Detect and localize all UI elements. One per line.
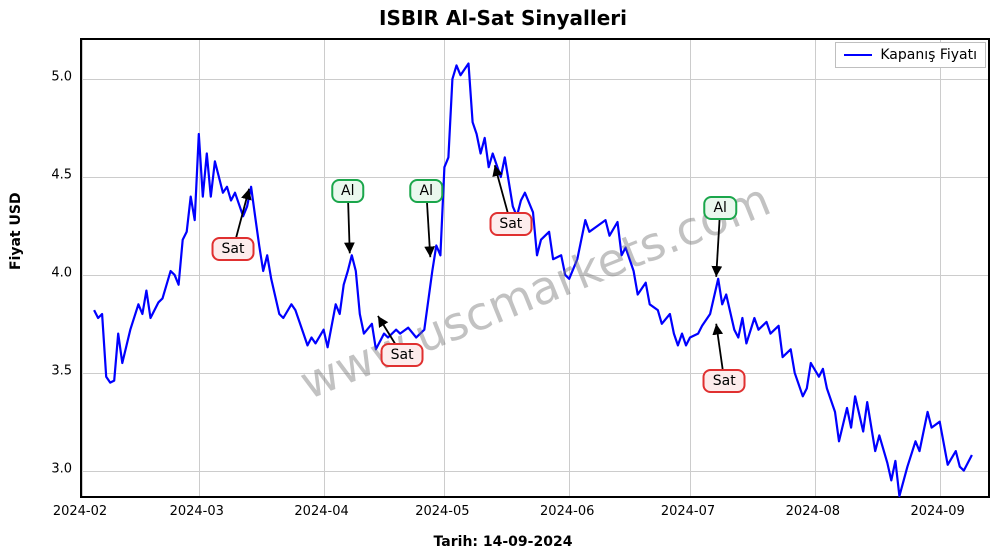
sell-signal-badge: Sat	[212, 237, 255, 261]
buy-signal-badge: Al	[410, 179, 443, 203]
buy-signal-badge: Al	[703, 196, 736, 220]
sell-signal-arrow	[0, 0, 1006, 554]
sell-signal-badge: Sat	[381, 343, 424, 367]
sell-signal-badge: Sat	[489, 212, 532, 236]
buy-signal-badge: Al	[331, 179, 364, 203]
sell-signal-badge: Sat	[703, 369, 746, 393]
